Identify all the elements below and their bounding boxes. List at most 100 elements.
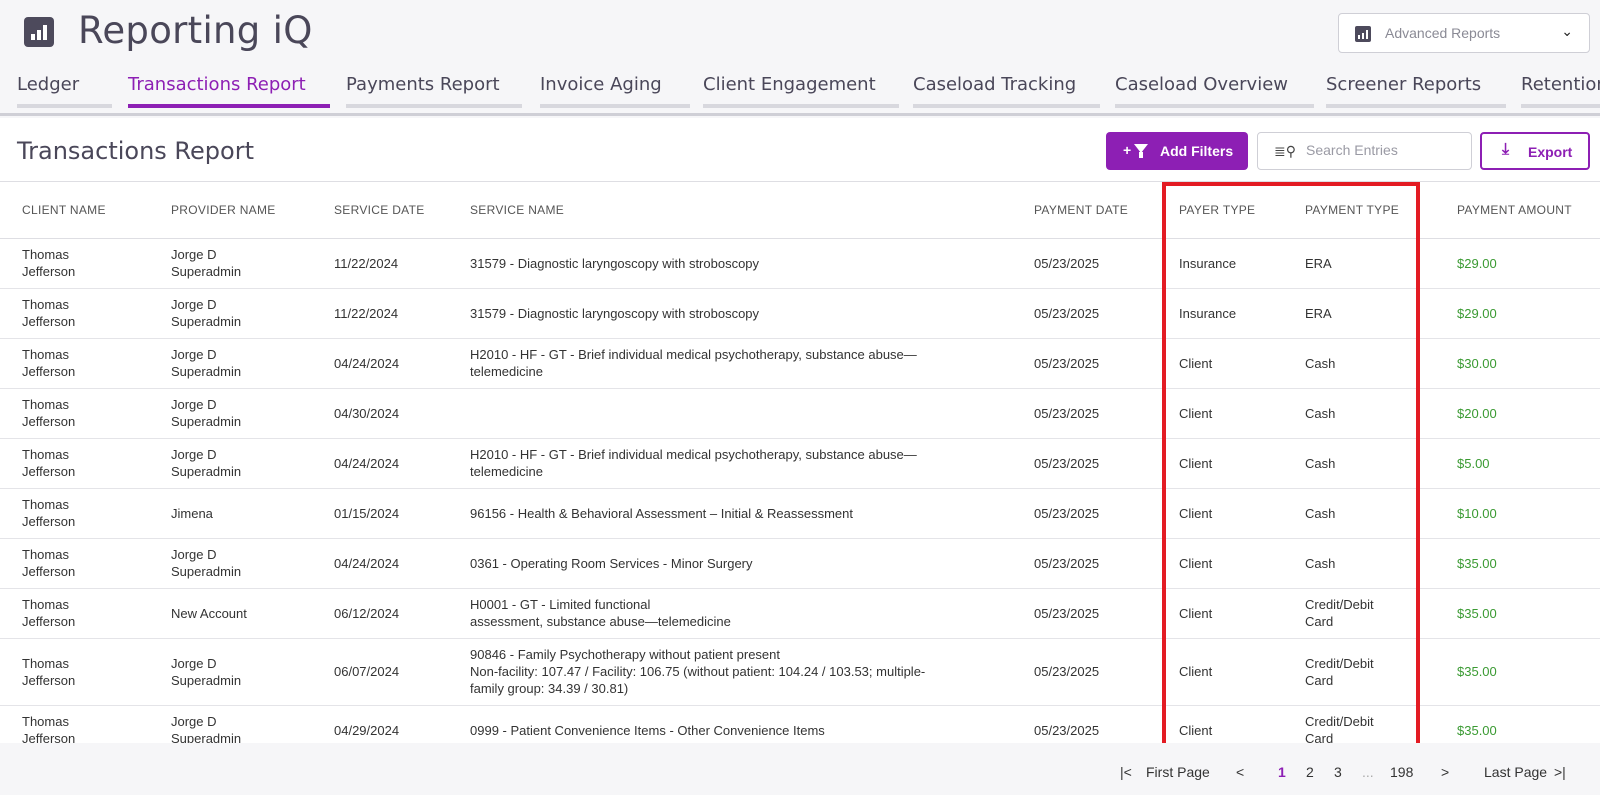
- column-header-service-name[interactable]: SERVICE NAME: [448, 182, 1012, 239]
- first-page-button[interactable]: First Page: [1146, 764, 1210, 780]
- payer-type-cell: Client: [1157, 438, 1283, 489]
- table-row[interactable]: Thomas Jefferson Jimena 01/15/2024 96156 - H…: [0, 488, 1600, 539]
- page-button-1[interactable]: 1: [1278, 764, 1286, 780]
- tab-ledger[interactable]: Ledger: [17, 74, 112, 108]
- table-row[interactable]: Thomas Jefferson Jorge D Superadmin 04/24/20…: [0, 438, 1600, 489]
- table-row[interactable]: Thomas Jefferson Jorge D Superadmin 06/07/20…: [0, 638, 1600, 706]
- tab-retention[interactable]: Retention: [1521, 74, 1600, 108]
- table-row[interactable]: Thomas Jefferson Jorge D Superadmin 04/29/20…: [0, 705, 1600, 743]
- provider-name-cell: Jorge D Superadmin: [149, 638, 312, 706]
- payment-type-cell: Credit/Debit Card: [1283, 588, 1435, 639]
- page-button-2[interactable]: 2: [1306, 764, 1314, 780]
- client-name-cell: Thomas Jefferson: [0, 438, 149, 489]
- search-box[interactable]: ≣⚲: [1257, 132, 1472, 170]
- page-button-last-number[interactable]: 198: [1390, 764, 1414, 780]
- column-header-payment-date[interactable]: PAYMENT DATE: [1012, 182, 1157, 239]
- client-name-cell: Thomas Jefferson: [0, 705, 149, 743]
- service-name-cell: 0361 - Operating Room Services - Minor S…: [448, 538, 1012, 589]
- first-page-icon[interactable]: |<: [1120, 764, 1132, 780]
- client-name-cell: Thomas Jefferson: [0, 238, 149, 289]
- column-header-payer-type[interactable]: PAYER TYPE: [1157, 182, 1283, 239]
- last-page-icon[interactable]: >|: [1554, 764, 1566, 780]
- export-button[interactable]: ⤓ Export: [1480, 132, 1590, 170]
- service-name-cell: 31579 - Diagnostic laryngoscopy with str…: [448, 238, 1012, 289]
- payment-date-cell: 05/23/2025: [1012, 288, 1157, 339]
- client-name-cell: Thomas Jefferson: [0, 588, 149, 639]
- service-name-cell: 31579 - Diagnostic laryngoscopy with str…: [448, 288, 1012, 339]
- provider-name-cell: Jorge D Superadmin: [149, 438, 312, 489]
- table-row[interactable]: Thomas Jefferson Jorge D Superadmin 04/30/20…: [0, 388, 1600, 439]
- provider-name-cell: New Account: [149, 588, 312, 639]
- tab-caseload-tracking[interactable]: Caseload Tracking: [913, 74, 1100, 108]
- payment-type-cell: Cash: [1283, 388, 1435, 439]
- table-header-row: CLIENT NAME PROVIDER NAME SERVICE DATE S…: [0, 182, 1600, 239]
- table-row[interactable]: Thomas Jefferson Jorge D Superadmin 04/24/20…: [0, 538, 1600, 589]
- payment-date-cell: 05/23/2025: [1012, 638, 1157, 706]
- service-name-cell: H2010 - HF - GT - Brief individual medic…: [448, 338, 1012, 389]
- pagination: |< First Page < 1 2 3 ... 198 > Last Pag…: [0, 743, 1600, 795]
- tab-screener-reports[interactable]: Screener Reports: [1326, 74, 1506, 108]
- provider-name-cell: Jimena: [149, 488, 312, 539]
- next-page-icon[interactable]: >: [1441, 764, 1450, 780]
- payer-type-cell: Client: [1157, 538, 1283, 589]
- payer-type-cell: Client: [1157, 488, 1283, 539]
- page-button-3[interactable]: 3: [1334, 764, 1342, 780]
- payment-amount-cell: $30.00: [1435, 338, 1600, 389]
- reports-dropdown[interactable]: Advanced Reports ⌄: [1338, 13, 1590, 53]
- report-tabs: Ledger Transactions Report Payments Repo…: [0, 68, 1600, 116]
- table-row[interactable]: Thomas Jefferson Jorge D Superadmin 11/22/20…: [0, 288, 1600, 339]
- payment-type-cell: Cash: [1283, 438, 1435, 489]
- column-header-payment-amount[interactable]: PAYMENT AMOUNT: [1435, 182, 1600, 239]
- payment-amount-cell: $35.00: [1435, 538, 1600, 589]
- payer-type-cell: Client: [1157, 638, 1283, 706]
- provider-name-cell: Jorge D Superadmin: [149, 538, 312, 589]
- reports-dropdown-value: Advanced Reports: [1385, 25, 1501, 41]
- provider-name-cell: Jorge D Superadmin: [149, 338, 312, 389]
- column-header-provider-name[interactable]: PROVIDER NAME: [149, 182, 312, 239]
- table-row[interactable]: Thomas Jefferson Jorge D Superadmin 11/22/20…: [0, 238, 1600, 289]
- service-date-cell: 04/24/2024: [312, 438, 448, 489]
- payment-amount-cell: $29.00: [1435, 288, 1600, 339]
- payer-type-cell: Client: [1157, 338, 1283, 389]
- payer-type-cell: Insurance: [1157, 238, 1283, 289]
- payment-type-cell: Credit/Debit Card: [1283, 638, 1435, 706]
- payment-amount-cell: $35.00: [1435, 705, 1600, 743]
- service-date-cell: 11/22/2024: [312, 288, 448, 339]
- table-row[interactable]: Thomas Jefferson New Account 06/12/2024 H000…: [0, 588, 1600, 639]
- previous-page-icon[interactable]: <: [1236, 764, 1245, 780]
- bar-chart-icon: [24, 17, 54, 47]
- payer-type-cell: Client: [1157, 388, 1283, 439]
- service-date-cell: 04/24/2024: [312, 538, 448, 589]
- search-input[interactable]: [1306, 142, 1466, 158]
- column-header-payment-type[interactable]: PAYMENT TYPE: [1283, 182, 1435, 239]
- payment-type-cell: Credit/Debit Card: [1283, 705, 1435, 743]
- tab-caseload-overview[interactable]: Caseload Overview: [1115, 74, 1314, 108]
- service-name-cell: 96156 - Health & Behavioral Assessment –…: [448, 488, 1012, 539]
- service-name-cell: H2010 - HF - GT - Brief individual medic…: [448, 438, 1012, 489]
- column-header-service-date[interactable]: SERVICE DATE: [312, 182, 448, 239]
- service-date-cell: 04/30/2024: [312, 388, 448, 439]
- payment-type-cell: ERA: [1283, 238, 1435, 289]
- column-header-client-name[interactable]: CLIENT NAME: [0, 182, 149, 239]
- tab-invoice-aging[interactable]: Invoice Aging: [540, 74, 690, 108]
- service-date-cell: 04/29/2024: [312, 705, 448, 743]
- payer-type-cell: Client: [1157, 588, 1283, 639]
- download-icon: ⤓: [1502, 141, 1510, 158]
- payment-date-cell: 05/23/2025: [1012, 588, 1157, 639]
- client-name-cell: Thomas Jefferson: [0, 488, 149, 539]
- service-name-cell: H0001 - GT - Limited functional assessmen…: [448, 588, 1012, 639]
- payment-date-cell: 05/23/2025: [1012, 338, 1157, 389]
- payment-date-cell: 05/23/2025: [1012, 538, 1157, 589]
- add-filters-button[interactable]: + Add Filters: [1106, 132, 1248, 170]
- payment-amount-cell: $35.00: [1435, 638, 1600, 706]
- service-name-cell: [448, 388, 1012, 439]
- tab-transactions-report[interactable]: Transactions Report: [128, 74, 330, 108]
- service-name-cell: 0999 - Patient Convenience Items - Other…: [448, 705, 1012, 743]
- last-page-button[interactable]: Last Page: [1484, 764, 1548, 780]
- tab-client-engagement[interactable]: Client Engagement: [703, 74, 899, 108]
- pagination-ellipsis: ...: [1362, 764, 1374, 780]
- table-row[interactable]: Thomas Jefferson Jorge D Superadmin 04/24/20…: [0, 338, 1600, 389]
- tab-payments-report[interactable]: Payments Report: [346, 74, 522, 108]
- payment-amount-cell: $29.00: [1435, 238, 1600, 289]
- service-date-cell: 06/12/2024: [312, 588, 448, 639]
